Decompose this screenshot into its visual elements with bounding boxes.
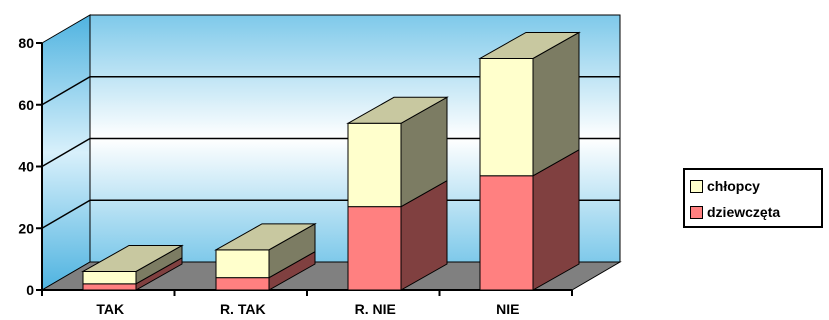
bar-top: [81, 244, 184, 272]
bar-front: [347, 122, 402, 208]
bar-top: [214, 223, 317, 251]
legend-item-chlopcy: chłopcy: [690, 178, 760, 194]
bar-r-nie-chopcy: [346, 96, 449, 208]
bar-front: [479, 175, 534, 291]
x-tick-label-r-nie: R. NIE: [355, 301, 396, 317]
bar-top: [478, 31, 581, 59]
bar-nie-chopcy: [478, 31, 581, 177]
x-tick-label-nie: NIE: [496, 301, 519, 317]
y-tick-label-20: 20: [18, 220, 34, 236]
bar-front: [82, 270, 137, 285]
bar-front: [215, 249, 270, 279]
y-tick-label-80: 80: [18, 35, 34, 51]
gridline-side-20: [41, 199, 91, 229]
gridline-side-40: [41, 137, 91, 168]
bar-front: [82, 283, 137, 291]
legend-item-dziewczeta: dziewczęta: [690, 204, 780, 220]
bar-r-tak-chopcy: [214, 223, 317, 279]
legend-swatch-chlopcy: [690, 179, 703, 193]
legend-swatch-dziewczeta: [690, 205, 703, 219]
bar-top: [346, 96, 449, 124]
x-tick-label-tak: TAK: [96, 301, 124, 317]
y-tick-label-40: 40: [18, 159, 34, 175]
gridline-side-60: [41, 76, 91, 106]
y-tick-label-60: 60: [18, 97, 34, 113]
x-tick-label-r-tak: R. TAK: [220, 301, 266, 317]
y-tick-label-0: 0: [26, 282, 34, 298]
legend-label-dziewczeta: dziewczęta: [707, 204, 781, 220]
bar-nie-dziewczta: [479, 148, 580, 291]
bar-front: [479, 57, 534, 177]
bar-front: [215, 277, 270, 291]
bar-tak-chopcy: [81, 244, 184, 285]
legend-label-chlopcy: chłopcy: [707, 178, 760, 194]
bar-r-nie-dziewczta: [347, 179, 448, 291]
tick-labels: 0 20 40 60 80 TAK R. TAK R. NIE NIE: [18, 35, 573, 317]
bars: [81, 31, 581, 291]
bar-front: [347, 206, 402, 291]
legend: chłopcy dziewczęta: [683, 168, 823, 228]
